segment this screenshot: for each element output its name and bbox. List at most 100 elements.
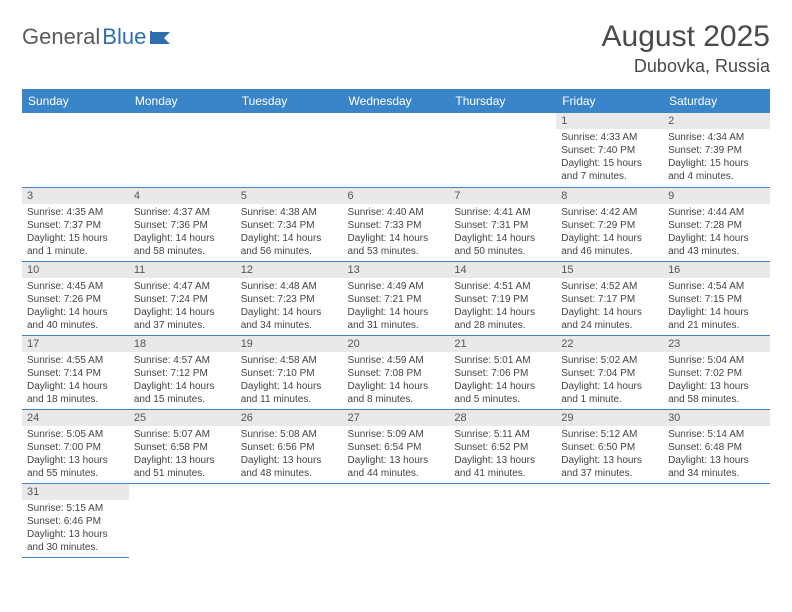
day-details: Sunrise: 5:09 AMSunset: 6:54 PMDaylight:… [343, 426, 450, 483]
calendar-day-cell: 16Sunrise: 4:54 AMSunset: 7:15 PMDayligh… [663, 261, 770, 335]
day-number: 16 [663, 262, 770, 278]
calendar-day-cell: 12Sunrise: 4:48 AMSunset: 7:23 PMDayligh… [236, 261, 343, 335]
day-number: 27 [343, 410, 450, 426]
weekday-header: Sunday [22, 89, 129, 113]
calendar-table: Sunday Monday Tuesday Wednesday Thursday… [22, 89, 770, 558]
day-number: 31 [22, 484, 129, 500]
day-details: Sunrise: 4:52 AMSunset: 7:17 PMDaylight:… [556, 278, 663, 335]
day-number: 29 [556, 410, 663, 426]
calendar-day-cell: 13Sunrise: 4:49 AMSunset: 7:21 PMDayligh… [343, 261, 450, 335]
calendar-day-cell [449, 483, 556, 557]
day-details: Sunrise: 4:48 AMSunset: 7:23 PMDaylight:… [236, 278, 343, 335]
calendar-day-cell: 27Sunrise: 5:09 AMSunset: 6:54 PMDayligh… [343, 409, 450, 483]
calendar-day-cell: 15Sunrise: 4:52 AMSunset: 7:17 PMDayligh… [556, 261, 663, 335]
calendar-day-cell [22, 113, 129, 187]
day-details: Sunrise: 4:51 AMSunset: 7:19 PMDaylight:… [449, 278, 556, 335]
calendar-day-cell: 23Sunrise: 5:04 AMSunset: 7:02 PMDayligh… [663, 335, 770, 409]
day-details: Sunrise: 4:54 AMSunset: 7:15 PMDaylight:… [663, 278, 770, 335]
logo-text-general: General [22, 24, 100, 50]
calendar-day-cell [129, 113, 236, 187]
day-details: Sunrise: 5:01 AMSunset: 7:06 PMDaylight:… [449, 352, 556, 409]
day-details: Sunrise: 4:55 AMSunset: 7:14 PMDaylight:… [22, 352, 129, 409]
calendar-day-cell [556, 483, 663, 557]
day-number: 15 [556, 262, 663, 278]
weekday-header: Friday [556, 89, 663, 113]
header: GeneralBlue August 2025 Dubovka, Russia [22, 20, 770, 77]
day-details: Sunrise: 5:02 AMSunset: 7:04 PMDaylight:… [556, 352, 663, 409]
calendar-day-cell: 9Sunrise: 4:44 AMSunset: 7:28 PMDaylight… [663, 187, 770, 261]
calendar-day-cell: 8Sunrise: 4:42 AMSunset: 7:29 PMDaylight… [556, 187, 663, 261]
day-number: 22 [556, 336, 663, 352]
calendar-day-cell [236, 113, 343, 187]
calendar-day-cell: 14Sunrise: 4:51 AMSunset: 7:19 PMDayligh… [449, 261, 556, 335]
day-number: 11 [129, 262, 236, 278]
calendar-week-row: 24Sunrise: 5:05 AMSunset: 7:00 PMDayligh… [22, 409, 770, 483]
calendar-day-cell: 1Sunrise: 4:33 AMSunset: 7:40 PMDaylight… [556, 113, 663, 187]
day-number: 17 [22, 336, 129, 352]
logo-text-blue: Blue [102, 24, 146, 50]
day-number: 1 [556, 113, 663, 129]
day-number: 26 [236, 410, 343, 426]
calendar-day-cell: 21Sunrise: 5:01 AMSunset: 7:06 PMDayligh… [449, 335, 556, 409]
calendar-day-cell [129, 483, 236, 557]
calendar-day-cell: 4Sunrise: 4:37 AMSunset: 7:36 PMDaylight… [129, 187, 236, 261]
day-number: 14 [449, 262, 556, 278]
day-number: 6 [343, 188, 450, 204]
day-number: 4 [129, 188, 236, 204]
calendar-week-row: 3Sunrise: 4:35 AMSunset: 7:37 PMDaylight… [22, 187, 770, 261]
day-details: Sunrise: 4:57 AMSunset: 7:12 PMDaylight:… [129, 352, 236, 409]
weekday-header: Tuesday [236, 89, 343, 113]
day-details: Sunrise: 4:41 AMSunset: 7:31 PMDaylight:… [449, 204, 556, 261]
day-number: 18 [129, 336, 236, 352]
calendar-day-cell [236, 483, 343, 557]
calendar-day-cell: 24Sunrise: 5:05 AMSunset: 7:00 PMDayligh… [22, 409, 129, 483]
calendar-day-cell: 6Sunrise: 4:40 AMSunset: 7:33 PMDaylight… [343, 187, 450, 261]
day-details: Sunrise: 4:34 AMSunset: 7:39 PMDaylight:… [663, 129, 770, 186]
calendar-day-cell: 11Sunrise: 4:47 AMSunset: 7:24 PMDayligh… [129, 261, 236, 335]
day-details: Sunrise: 4:47 AMSunset: 7:24 PMDaylight:… [129, 278, 236, 335]
day-number: 28 [449, 410, 556, 426]
location: Dubovka, Russia [602, 56, 770, 77]
calendar-day-cell: 10Sunrise: 4:45 AMSunset: 7:26 PMDayligh… [22, 261, 129, 335]
day-number: 13 [343, 262, 450, 278]
calendar-day-cell [343, 113, 450, 187]
day-details: Sunrise: 4:58 AMSunset: 7:10 PMDaylight:… [236, 352, 343, 409]
weekday-header: Thursday [449, 89, 556, 113]
day-details: Sunrise: 5:07 AMSunset: 6:58 PMDaylight:… [129, 426, 236, 483]
day-details: Sunrise: 5:14 AMSunset: 6:48 PMDaylight:… [663, 426, 770, 483]
logo: GeneralBlue [22, 24, 174, 50]
day-number: 30 [663, 410, 770, 426]
day-number: 23 [663, 336, 770, 352]
day-details: Sunrise: 4:45 AMSunset: 7:26 PMDaylight:… [22, 278, 129, 335]
day-details: Sunrise: 5:05 AMSunset: 7:00 PMDaylight:… [22, 426, 129, 483]
flag-icon [150, 24, 174, 50]
day-details: Sunrise: 4:40 AMSunset: 7:33 PMDaylight:… [343, 204, 450, 261]
calendar-week-row: 17Sunrise: 4:55 AMSunset: 7:14 PMDayligh… [22, 335, 770, 409]
day-number: 7 [449, 188, 556, 204]
calendar-day-cell: 20Sunrise: 4:59 AMSunset: 7:08 PMDayligh… [343, 335, 450, 409]
weekday-header: Wednesday [343, 89, 450, 113]
day-details: Sunrise: 4:33 AMSunset: 7:40 PMDaylight:… [556, 129, 663, 186]
day-details: Sunrise: 4:35 AMSunset: 7:37 PMDaylight:… [22, 204, 129, 261]
day-details: Sunrise: 4:38 AMSunset: 7:34 PMDaylight:… [236, 204, 343, 261]
day-details: Sunrise: 5:04 AMSunset: 7:02 PMDaylight:… [663, 352, 770, 409]
day-number: 21 [449, 336, 556, 352]
day-number: 19 [236, 336, 343, 352]
calendar-day-cell: 25Sunrise: 5:07 AMSunset: 6:58 PMDayligh… [129, 409, 236, 483]
weekday-header-row: Sunday Monday Tuesday Wednesday Thursday… [22, 89, 770, 113]
weekday-header: Monday [129, 89, 236, 113]
calendar-day-cell: 7Sunrise: 4:41 AMSunset: 7:31 PMDaylight… [449, 187, 556, 261]
calendar-day-cell [343, 483, 450, 557]
day-details: Sunrise: 4:42 AMSunset: 7:29 PMDaylight:… [556, 204, 663, 261]
calendar-day-cell: 5Sunrise: 4:38 AMSunset: 7:34 PMDaylight… [236, 187, 343, 261]
day-number: 12 [236, 262, 343, 278]
day-number: 8 [556, 188, 663, 204]
calendar-week-row: 1Sunrise: 4:33 AMSunset: 7:40 PMDaylight… [22, 113, 770, 187]
day-number: 24 [22, 410, 129, 426]
calendar-day-cell: 30Sunrise: 5:14 AMSunset: 6:48 PMDayligh… [663, 409, 770, 483]
calendar-day-cell: 17Sunrise: 4:55 AMSunset: 7:14 PMDayligh… [22, 335, 129, 409]
day-number: 9 [663, 188, 770, 204]
title-block: August 2025 Dubovka, Russia [602, 20, 770, 77]
day-number: 20 [343, 336, 450, 352]
calendar-day-cell: 31Sunrise: 5:15 AMSunset: 6:46 PMDayligh… [22, 483, 129, 557]
